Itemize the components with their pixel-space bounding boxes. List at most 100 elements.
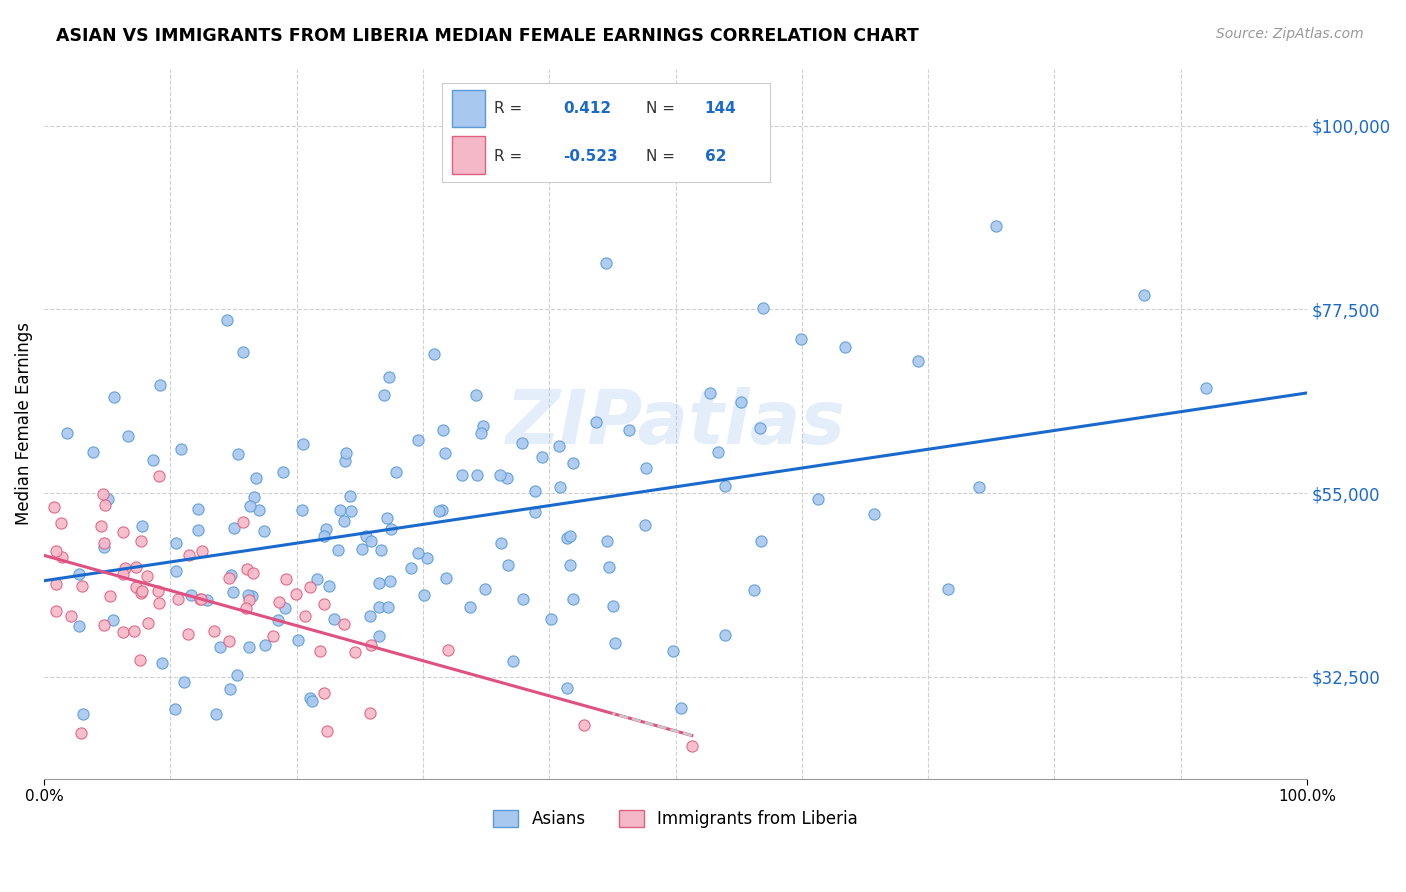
Point (662, 644, 685, 658)
Point (111, 524, 134, 539)
Point (222, 585, 245, 599)
Point (547, 439, 569, 453)
Point (491, 535, 513, 549)
Point (555, 681, 578, 695)
Point (291, 502, 314, 516)
Point (380, 523, 402, 537)
Point (1133, 288, 1156, 302)
Point (146, 583, 169, 598)
Point (474, 582, 496, 596)
Point (190, 592, 212, 607)
Point (595, 256, 617, 270)
Text: Source: ZipAtlas.com: Source: ZipAtlas.com (1216, 27, 1364, 41)
Point (406, 433, 429, 447)
Point (163, 702, 186, 716)
Point (129, 586, 152, 600)
Point (323, 612, 346, 626)
Point (205, 706, 228, 721)
Point (907, 354, 929, 368)
Point (187, 502, 209, 516)
Point (301, 693, 323, 707)
Point (550, 480, 572, 494)
Point (307, 572, 329, 586)
Point (294, 608, 316, 623)
Point (70, 726, 93, 740)
Point (472, 419, 495, 434)
Point (238, 640, 260, 654)
Point (360, 533, 382, 548)
Point (236, 588, 259, 602)
Point (70, 579, 93, 593)
Point (179, 548, 201, 562)
Point (287, 632, 309, 647)
Point (202, 624, 225, 639)
Point (236, 562, 259, 576)
Point (285, 587, 308, 601)
Point (602, 599, 624, 614)
Point (215, 312, 238, 326)
Point (437, 643, 460, 657)
Point (530, 450, 553, 465)
Point (333, 454, 356, 468)
Point (180, 588, 202, 602)
Point (51, 550, 73, 565)
Point (714, 479, 737, 493)
Point (271, 465, 294, 479)
Point (240, 589, 263, 603)
Point (332, 616, 354, 631)
Point (188, 592, 211, 607)
Point (111, 567, 134, 582)
Point (82, 445, 104, 459)
Point (97, 491, 120, 506)
Point (433, 446, 456, 460)
Point (699, 385, 721, 400)
Point (165, 565, 187, 579)
Point (936, 582, 959, 596)
Point (458, 600, 481, 615)
Point (464, 388, 486, 402)
Point (523, 505, 546, 519)
Point (222, 521, 245, 535)
Point (67, 567, 90, 582)
Point (166, 592, 188, 607)
Point (225, 667, 247, 681)
Point (209, 640, 232, 654)
Point (122, 624, 145, 639)
Point (67, 619, 90, 633)
Point (598, 560, 620, 574)
Point (111, 624, 134, 639)
Point (377, 600, 399, 615)
Point (730, 394, 752, 409)
Point (378, 370, 401, 384)
Point (176, 626, 198, 640)
Point (254, 638, 277, 652)
Text: ZIPatlas: ZIPatlas (506, 387, 845, 460)
Point (267, 595, 290, 609)
Point (524, 484, 547, 499)
Point (585, 415, 607, 429)
Point (170, 442, 193, 456)
Point (93, 618, 115, 632)
Point (344, 645, 367, 659)
Point (603, 636, 626, 650)
Point (232, 345, 254, 359)
Point (370, 542, 392, 557)
Point (90, 518, 112, 533)
Point (751, 301, 773, 315)
Point (232, 515, 254, 529)
Point (406, 546, 429, 560)
Point (378, 574, 401, 588)
Point (495, 470, 517, 484)
Point (218, 571, 240, 585)
Point (560, 529, 582, 543)
Point (1195, 381, 1218, 395)
Point (540, 612, 562, 626)
Point (430, 503, 453, 517)
Point (986, 219, 1008, 233)
Point (465, 468, 488, 483)
Point (807, 492, 830, 507)
Point (235, 600, 257, 615)
Point (242, 566, 264, 580)
Point (125, 559, 148, 574)
Point (72, 706, 94, 721)
